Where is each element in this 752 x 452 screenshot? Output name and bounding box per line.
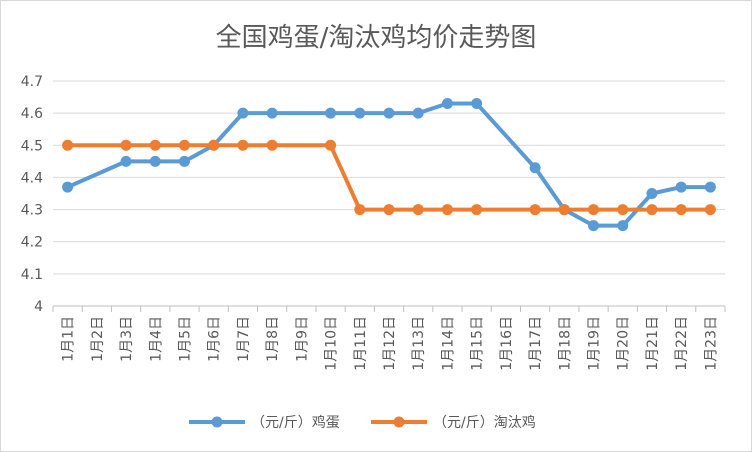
- x-tick-label: 1月14日: [440, 316, 456, 371]
- y-tick-label: 4.6: [21, 106, 43, 122]
- x-axis-ticks: 1月1日 1月2日 1月3日 1月4日 1月5日 1月6日 1月7日 1月8日 1月9日 1月10…: [61, 316, 720, 371]
- x-tick-label: 1月13日: [411, 316, 427, 371]
- x-tick-label: 1月3日: [119, 316, 135, 362]
- x-tick-label: 1月18日: [557, 316, 573, 371]
- y-tick-label: 4.3: [21, 203, 43, 219]
- data-point: [120, 155, 132, 167]
- data-point: [354, 107, 366, 119]
- x-tick-label: 1月17日: [528, 316, 544, 371]
- data-point: [412, 107, 424, 119]
- legend: （元/斤）鸡蛋 （元/斤）淘汰鸡: [189, 414, 536, 431]
- data-point: [558, 204, 570, 216]
- x-tick-label: 1月1日: [61, 316, 77, 362]
- x-tick-label: 1月10日: [324, 316, 340, 371]
- data-point: [237, 139, 249, 151]
- data-point: [412, 204, 424, 216]
- data-point: [441, 204, 453, 216]
- data-point: [62, 181, 74, 193]
- legend-label: （元/斤）鸡蛋: [251, 414, 340, 431]
- data-point: [383, 107, 395, 119]
- x-tick-label: 1月19日: [587, 316, 603, 371]
- x-tick-label: 1月8日: [265, 316, 281, 362]
- data-point: [237, 107, 249, 119]
- x-tick-label: 1月2日: [90, 316, 106, 362]
- x-tick-label: 1月5日: [177, 316, 193, 362]
- x-tick-label: 1月4日: [148, 316, 164, 362]
- data-point: [529, 162, 541, 174]
- data-point: [149, 139, 161, 151]
- x-tick-label: 1月20日: [616, 316, 632, 371]
- series-2: [62, 139, 716, 216]
- y-tick-label: 4.4: [21, 170, 43, 186]
- chart-title: 全国鸡蛋/淘汰鸡均价走势图: [216, 23, 537, 53]
- x-tick-label: 1月23日: [703, 316, 719, 371]
- legend-item-1: （元/斤）鸡蛋: [189, 414, 340, 431]
- data-point: [354, 204, 366, 216]
- data-point: [383, 204, 395, 216]
- data-point: [178, 155, 190, 167]
- data-point: [325, 139, 337, 151]
- x-tick-label: 1月16日: [499, 316, 515, 371]
- series-1: [62, 98, 716, 232]
- y-tick-label: 4.7: [21, 74, 43, 90]
- data-point: [704, 204, 716, 216]
- legend-swatch-marker: [393, 416, 405, 428]
- data-point: [178, 139, 190, 151]
- data-point: [266, 107, 278, 119]
- data-point: [675, 181, 687, 193]
- y-tick-label: 4: [34, 299, 43, 315]
- x-tick-label: 1月9日: [294, 316, 310, 362]
- data-point: [325, 107, 337, 119]
- data-point: [588, 220, 600, 232]
- data-point: [149, 155, 161, 167]
- y-tick-label: 4.5: [21, 138, 43, 154]
- legend-item-2: （元/斤）淘汰鸡: [371, 414, 536, 431]
- x-tick-label: 1月22日: [674, 316, 690, 371]
- data-point: [471, 204, 483, 216]
- y-tick-label: 4.1: [21, 267, 43, 283]
- data-point: [617, 204, 629, 216]
- data-point: [441, 98, 453, 109]
- x-tick-label: 1月11日: [353, 316, 369, 371]
- data-point: [617, 220, 629, 232]
- data-point: [646, 188, 658, 199]
- x-tick-label: 1月6日: [207, 316, 223, 362]
- data-point: [120, 139, 132, 151]
- x-tick-label: 1月15日: [470, 316, 486, 371]
- data-point: [208, 139, 220, 151]
- data-point: [675, 204, 687, 216]
- data-point: [529, 204, 541, 216]
- x-tick-label: 1月21日: [645, 316, 661, 371]
- y-axis-ticks: 4 4.1 4.2 4.3 4.4 4.5 4.6 4.7: [21, 74, 43, 315]
- data-point: [704, 181, 716, 193]
- data-point: [266, 139, 278, 151]
- x-tick-label: 1月7日: [236, 316, 252, 362]
- data-point: [588, 204, 600, 216]
- data-point: [62, 139, 74, 151]
- data-point: [646, 204, 658, 216]
- data-point: [471, 98, 483, 109]
- series-layer: [62, 98, 716, 232]
- y-tick-label: 4.2: [21, 235, 43, 251]
- x-tick-label: 1月12日: [382, 316, 398, 371]
- legend-swatch-marker: [211, 416, 223, 428]
- legend-label: （元/斤）淘汰鸡: [433, 414, 536, 431]
